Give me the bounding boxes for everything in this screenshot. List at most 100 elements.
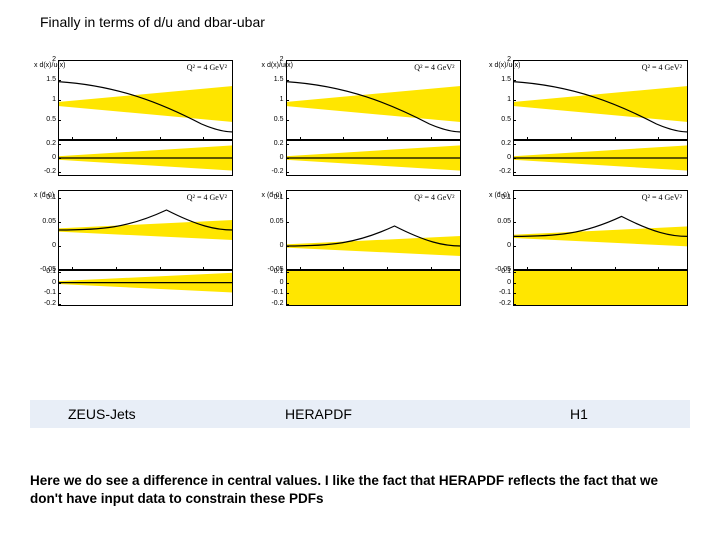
- column-labels-bar: ZEUS-JetsHERAPDFH1: [30, 400, 690, 428]
- y-tick-label: -0.2: [268, 168, 284, 175]
- page-title: Finally in terms of d/u and dbar-ubar: [40, 14, 265, 30]
- y-tick-mark: [286, 272, 289, 273]
- y-tick-label: 0: [40, 242, 56, 249]
- y-tick-mark: [58, 198, 61, 199]
- y-tick-mark: [286, 80, 289, 81]
- y-tick-label: 0.05: [268, 218, 284, 225]
- y-tick-mark: [286, 144, 289, 145]
- y-tick-mark: [58, 272, 61, 273]
- y-tick-mark: [513, 222, 516, 223]
- y-tick-label: 0: [495, 154, 511, 161]
- column-label: H1: [570, 406, 588, 422]
- q2-label: Q² = 4 GeV²: [414, 63, 454, 72]
- y-tick-mark: [58, 172, 61, 173]
- y-tick-mark: [58, 60, 61, 61]
- y-tick-mark: [58, 293, 61, 294]
- panel-frame: [58, 60, 233, 140]
- y-tick-label: 0.5: [495, 116, 511, 123]
- panel-frame: [513, 140, 688, 176]
- plot-panel: Q² = 4 GeV²x d(x)/u(x)x21.510.510⁻⁴10⁻³1…: [513, 60, 688, 140]
- y-tick-label: 0.5: [40, 116, 56, 123]
- y-axis-label: x d(x)/u(x): [489, 62, 521, 69]
- y-tick-mark: [513, 283, 516, 284]
- y-tick-label: 0.2: [495, 140, 511, 147]
- y-tick-mark: [513, 304, 516, 305]
- plot-panel: 0.10-0.1-0.2: [58, 270, 233, 306]
- plot-column: Q² = 4 GeV²x d(x)/u(x)x21.510.510⁻⁴10⁻³1…: [30, 60, 235, 360]
- y-tick-label: -0.2: [268, 300, 284, 307]
- y-tick-label: 0: [40, 279, 56, 286]
- y-tick-mark: [58, 80, 61, 81]
- y-tick-mark: [58, 144, 61, 145]
- y-tick-label: 0.1: [495, 194, 511, 201]
- y-tick-label: 0: [268, 154, 284, 161]
- y-tick-label: 1.5: [40, 76, 56, 83]
- y-tick-label: 2: [268, 56, 284, 63]
- y-tick-label: 1: [268, 96, 284, 103]
- y-tick-mark: [286, 172, 289, 173]
- y-tick-label: 1: [40, 96, 56, 103]
- y-tick-label: 1.5: [495, 76, 511, 83]
- panel-frame: [513, 60, 688, 140]
- q2-label: Q² = 4 GeV²: [414, 193, 454, 202]
- y-tick-mark: [58, 246, 61, 247]
- y-tick-mark: [58, 283, 61, 284]
- column-label: HERAPDF: [285, 406, 352, 422]
- y-tick-mark: [513, 246, 516, 247]
- y-tick-mark: [513, 100, 516, 101]
- plot-panel: 0.10-0.1-0.2: [513, 270, 688, 306]
- plot-panel: 0.20-0.2: [286, 140, 461, 176]
- y-tick-mark: [286, 198, 289, 199]
- y-tick-label: 0.2: [268, 140, 284, 147]
- y-tick-mark: [286, 293, 289, 294]
- y-tick-mark: [58, 100, 61, 101]
- plot-panel: Q² = 4 GeV²x (d̄-ū)x0.10.050-0.0510⁻⁴10⁻…: [513, 190, 688, 270]
- y-tick-label: -0.1: [40, 289, 56, 296]
- y-tick-mark: [286, 222, 289, 223]
- y-tick-label: 0.2: [40, 140, 56, 147]
- y-tick-mark: [513, 80, 516, 81]
- y-tick-label: 0.1: [268, 268, 284, 275]
- y-tick-label: 0.1: [495, 268, 511, 275]
- y-tick-label: 0.05: [495, 218, 511, 225]
- y-tick-label: 0.05: [40, 218, 56, 225]
- y-tick-mark: [58, 304, 61, 305]
- y-tick-label: 0: [495, 279, 511, 286]
- y-tick-label: -0.2: [40, 168, 56, 175]
- panel-frame: [513, 270, 688, 306]
- y-tick-mark: [286, 304, 289, 305]
- y-axis-label: x d(x)/u(x): [34, 62, 66, 69]
- y-axis-label: x d(x)/u(x): [262, 62, 294, 69]
- panel-frame: [513, 190, 688, 270]
- footer-text: Here we do see a difference in central v…: [30, 472, 690, 507]
- y-tick-label: -0.1: [495, 289, 511, 296]
- plot-panel: Q² = 4 GeV²x d(x)/u(x)x21.510.510⁻⁴10⁻³1…: [286, 60, 461, 140]
- y-tick-mark: [58, 158, 61, 159]
- panel-frame: [58, 270, 233, 306]
- y-tick-label: -0.2: [495, 168, 511, 175]
- y-tick-label: 0: [268, 279, 284, 286]
- plot-panel: Q² = 4 GeV²x (d̄-ū)x0.10.050-0.0510⁻⁴10⁻…: [286, 190, 461, 270]
- q2-label: Q² = 4 GeV²: [642, 63, 682, 72]
- y-tick-mark: [513, 172, 516, 173]
- y-tick-label: 0.1: [268, 194, 284, 201]
- y-tick-label: 0.1: [40, 194, 56, 201]
- plot-panel: 0.10-0.1-0.2: [286, 270, 461, 306]
- y-tick-mark: [286, 60, 289, 61]
- plots-row: Q² = 4 GeV²x d(x)/u(x)x21.510.510⁻⁴10⁻³1…: [30, 60, 690, 360]
- plot-column: Q² = 4 GeV²x d(x)/u(x)x21.510.510⁻⁴10⁻³1…: [485, 60, 690, 360]
- panel-frame: [286, 140, 461, 176]
- y-tick-mark: [286, 246, 289, 247]
- y-tick-label: 1: [495, 96, 511, 103]
- y-tick-mark: [58, 120, 61, 121]
- y-tick-label: -0.2: [40, 300, 56, 307]
- y-tick-mark: [513, 144, 516, 145]
- y-tick-label: 0: [40, 154, 56, 161]
- plot-panel: 0.20-0.2: [58, 140, 233, 176]
- panel-frame: [286, 190, 461, 270]
- q2-label: Q² = 4 GeV²: [187, 63, 227, 72]
- y-tick-label: 1.5: [268, 76, 284, 83]
- y-tick-mark: [286, 158, 289, 159]
- panel-frame: [286, 270, 461, 306]
- y-tick-label: 2: [40, 56, 56, 63]
